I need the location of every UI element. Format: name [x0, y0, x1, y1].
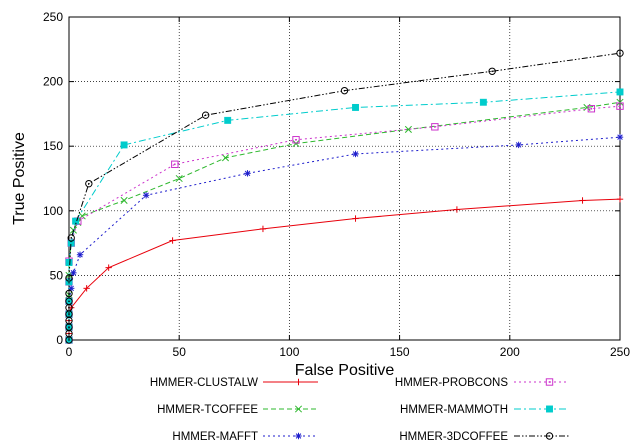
data-point: [479, 98, 487, 106]
x-tick-label: 50: [173, 345, 187, 359]
legend-label: HMMER-3DCOFFEE: [399, 431, 508, 442]
data-point: [76, 251, 84, 258]
data-point: [616, 98, 624, 106]
legend-label: HMMER-MAMMOTH: [400, 404, 508, 416]
data-point: [616, 88, 624, 96]
series-hmmer-clustalw: [65, 195, 624, 344]
data-point: [83, 285, 90, 292]
data-point: [244, 170, 251, 177]
series-hmmer-3dcoffee: [65, 49, 624, 344]
data-point: [404, 125, 412, 133]
data-point: [221, 154, 230, 162]
legend-entry: HMMER-MAFFT: [172, 431, 318, 442]
data-point: [431, 123, 439, 131]
data-point: [65, 289, 73, 298]
data-point: [169, 237, 176, 244]
data-point: [85, 179, 93, 188]
series-line: [68, 91, 621, 340]
data-point: [292, 140, 300, 148]
data-point: [616, 102, 624, 110]
series-hmmer-mafft: [65, 133, 624, 344]
data-point: [453, 206, 461, 213]
data-point: [352, 215, 359, 222]
data-point: [515, 141, 522, 149]
legend-marker: [294, 405, 303, 413]
y-axis: 0 50 100 150 200 250: [43, 10, 620, 347]
data-point: [292, 136, 300, 144]
data-point: [340, 86, 349, 95]
data-point: [142, 192, 150, 199]
data-point: [72, 217, 80, 225]
y-tick-label: 0: [56, 333, 63, 347]
data-point: [259, 225, 267, 233]
x-tick-label: 250: [610, 345, 630, 359]
data-point: [120, 141, 128, 149]
data-point: [201, 111, 210, 119]
data-point: [65, 259, 73, 266]
data-point: [105, 264, 112, 271]
legend-label: HMMER-TCOFFEE: [157, 404, 258, 416]
legend-marker: [546, 405, 553, 413]
data-point: [224, 116, 232, 124]
data-point: [488, 67, 496, 75]
series-line: [68, 136, 621, 340]
series-line: [68, 101, 621, 340]
legend-marker: [295, 432, 302, 440]
data-point: [175, 174, 183, 183]
legend: HMMER-CLUSTALW HMMER-TCOFFEE HMMER-MAFFT HM…: [150, 377, 569, 442]
data-point: [171, 160, 179, 168]
data-point: [120, 196, 128, 205]
data-point: [352, 103, 359, 111]
legend-entry: HMMER-3DCOFFEE: [399, 431, 569, 442]
legend-entry: HMMER-CLUSTALW: [150, 377, 318, 389]
y-tick-label: 250: [43, 10, 63, 24]
series-line: [68, 52, 621, 340]
legend-label: HMMER-PROBCONS: [395, 377, 508, 389]
data-point: [616, 195, 624, 203]
legend-label: HMMER-CLUSTALW: [150, 377, 258, 389]
x-tick-label: 200: [500, 345, 520, 359]
y-tick-label: 50: [50, 268, 64, 282]
y-tick-label: 150: [43, 139, 63, 153]
x-tick-label: 100: [279, 345, 299, 359]
x-axis: 0 50 100 150 200 250: [66, 17, 630, 359]
series-line: [68, 198, 621, 340]
data-point: [352, 150, 359, 158]
data-point: [616, 49, 624, 57]
legend-marker: [545, 378, 554, 386]
series-group: [65, 49, 624, 344]
y-tick-label: 200: [43, 75, 63, 89]
legend-entry: HMMER-PROBCONS: [395, 377, 569, 389]
x-axis-label: False Positive: [295, 362, 395, 379]
legend-label: HMMER-MAFFT: [172, 431, 258, 442]
data-point: [65, 274, 73, 282]
series-line: [68, 105, 621, 340]
data-point: [587, 105, 596, 113]
data-point: [616, 133, 624, 141]
series-hmmer-mammoth: [65, 88, 624, 344]
plot-frame: [68, 16, 621, 341]
legend-entry: HMMER-MAMMOTH: [400, 404, 569, 416]
legend-marker: [295, 378, 302, 386]
legend-marker: [545, 432, 554, 440]
series-hmmer-tcoffee: [65, 98, 624, 344]
x-tick-label: 150: [390, 345, 410, 359]
y-axis-label: True Positive: [11, 132, 28, 225]
grid: [69, 17, 620, 340]
data-point: [70, 269, 77, 277]
x-tick-label: 0: [66, 345, 73, 359]
data-point: [67, 234, 75, 242]
data-point: [579, 197, 586, 204]
y-tick-label: 100: [43, 204, 63, 218]
legend-entry: HMMER-TCOFFEE: [157, 404, 318, 416]
data-point: [65, 297, 73, 305]
